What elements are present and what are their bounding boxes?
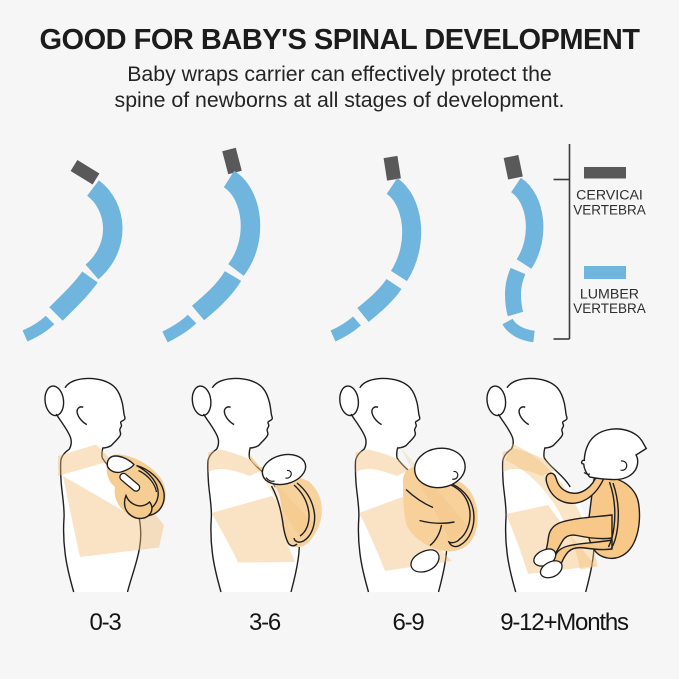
svg-text:VERTEBRA: VERTEBRA — [573, 202, 646, 217]
svg-text:CERVICAI: CERVICAI — [576, 188, 643, 204]
svg-text:LUMBER: LUMBER — [580, 286, 639, 302]
svg-text:VERTEBRA: VERTEBRA — [573, 301, 646, 316]
